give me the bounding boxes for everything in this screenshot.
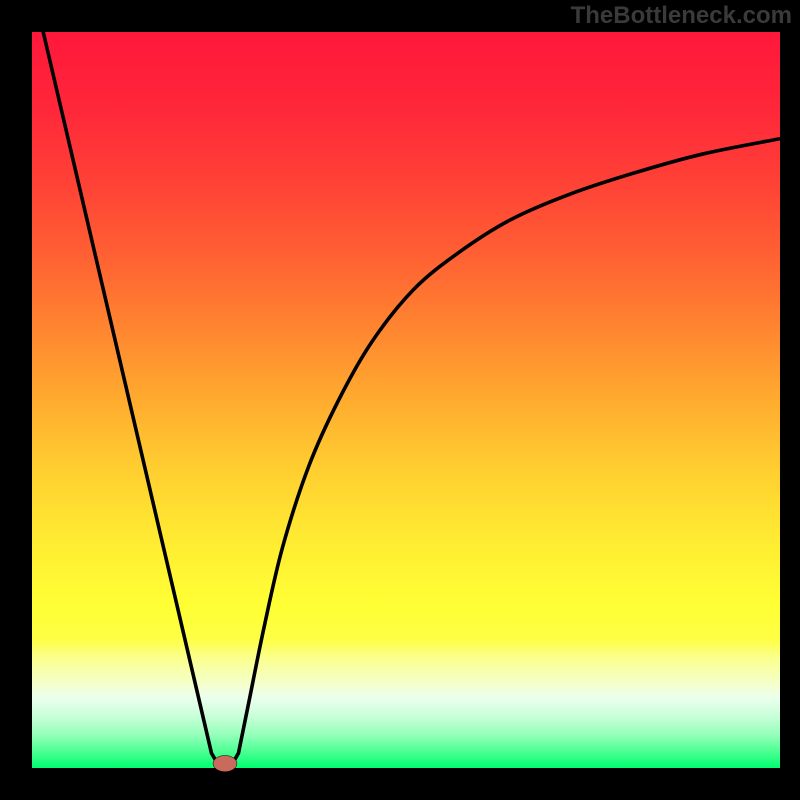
watermark-text: TheBottleneck.com [571,2,792,30]
bottleneck-chart [0,0,800,800]
chart-plot-area [32,32,780,768]
minimum-marker [213,755,237,771]
chart-stage: TheBottleneck.com [0,0,800,800]
